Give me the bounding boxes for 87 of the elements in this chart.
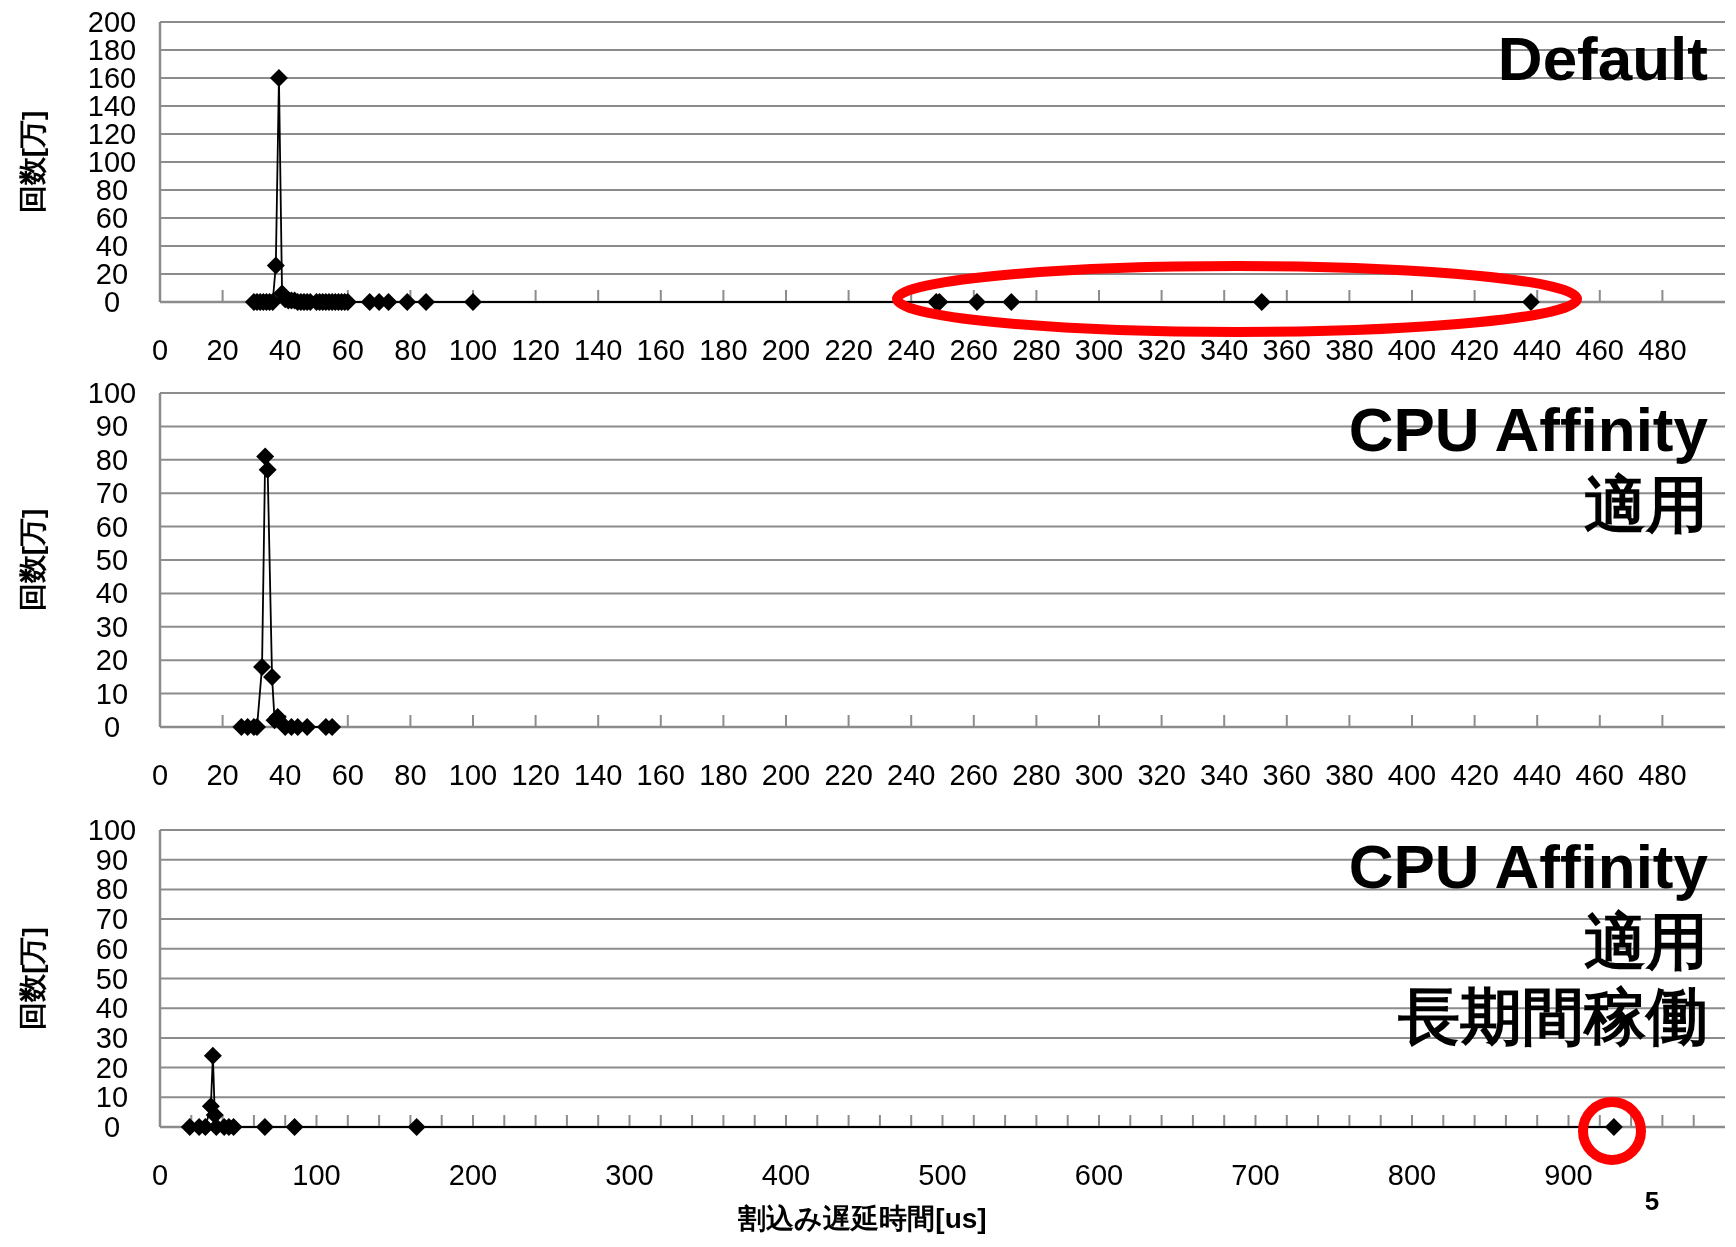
y-tick-label: 50: [95, 544, 129, 576]
x-tick-label: 180: [699, 334, 748, 366]
x-tick-label: 120: [511, 759, 560, 791]
y-tick-label: 0: [103, 711, 121, 743]
y-tick-label: 60: [95, 510, 129, 543]
y-tick-label: 100: [87, 814, 137, 846]
x-tick-label: 300: [1074, 759, 1124, 791]
y-tick-label: 20: [95, 644, 129, 677]
x-tick-label: 220: [824, 759, 873, 791]
x-tick-label: 200: [761, 334, 811, 366]
x-tick-label: 400: [1387, 334, 1437, 366]
x-tick-label: 120: [511, 334, 560, 366]
y-tick-label: 80: [95, 873, 129, 906]
x-tick-label: 40: [269, 334, 302, 366]
x-tick-label: 600: [1074, 1159, 1124, 1191]
y-tick-label: 10: [95, 1081, 129, 1114]
y-axis-title: 回数[万]: [17, 110, 48, 214]
y-tick-label: 50: [95, 962, 129, 995]
x-tick-label: 480: [1638, 759, 1687, 791]
x-tick-label: 700: [1231, 1159, 1280, 1191]
x-tick-label: 160: [636, 759, 685, 791]
title: Default: [1497, 24, 1708, 93]
x-tick-label: 100: [448, 334, 498, 366]
x-tick-label: 340: [1200, 759, 1249, 791]
x-tick-label: 60: [331, 759, 364, 791]
x-tick-label: 240: [887, 334, 936, 366]
x-tick-label: 440: [1513, 334, 1562, 366]
x-tick-label: 260: [949, 334, 998, 366]
y-tick-label: 80: [95, 443, 129, 476]
x-tick-label: 20: [206, 759, 239, 791]
annotation: 長期間稼働: [1397, 982, 1708, 1051]
y-tick-label: 70: [95, 477, 129, 510]
text: 5: [1644, 1186, 1660, 1216]
y-tick-label: 90: [95, 843, 129, 876]
x-tick-label: 380: [1325, 759, 1374, 791]
x-tick-label: 100: [448, 759, 498, 791]
x-tick-label: 60: [331, 334, 364, 366]
title: CPU Affinity 適用: [1348, 832, 1708, 976]
y-tick-label: 20: [95, 1051, 129, 1084]
x-tick-label: 440: [1513, 759, 1562, 791]
x-tick-label: 80: [394, 759, 427, 791]
x-tick-label: 300: [1074, 334, 1124, 366]
x-tick-label: 360: [1262, 334, 1311, 366]
x-tick-label: 160: [636, 334, 685, 366]
x-tick-label: 400: [761, 1159, 811, 1191]
title: CPU Affinity 適用: [1348, 395, 1708, 539]
x-tick-label: 200: [761, 759, 811, 791]
x-tick-label: 200: [448, 1159, 498, 1191]
y-tick-label: 30: [95, 610, 129, 643]
y-axis-title: 回数[万]: [17, 927, 48, 1030]
x-tick-label: 420: [1450, 759, 1499, 791]
x-tick-label: 420: [1450, 334, 1499, 366]
x-tick-label: 20: [206, 334, 239, 366]
y-tick-label: 10: [95, 677, 129, 710]
x-tick-label: 500: [918, 1159, 967, 1191]
x-tick-label: 280: [1012, 334, 1061, 366]
x-tick-label: 320: [1137, 334, 1186, 366]
x-tick-label: 400: [1387, 759, 1437, 791]
x-tick-label: 380: [1325, 334, 1374, 366]
x-tick-label: 140: [574, 334, 623, 366]
x-tick-label: 140: [574, 759, 623, 791]
x-tick-label: 0: [151, 334, 169, 366]
y-tick-label: 90: [95, 410, 129, 443]
x-tick-label: 100: [292, 1159, 341, 1191]
y-tick-label: 40: [95, 577, 129, 610]
x-tick-label: 800: [1387, 1159, 1437, 1191]
x-tick-label: 0: [151, 1159, 169, 1191]
x-tick-label: 340: [1200, 334, 1249, 366]
x-tick-label: 460: [1575, 334, 1624, 366]
y-axis-title: 回数[万]: [17, 508, 48, 612]
x-tick-label: 0: [151, 759, 169, 791]
x-tick-label: 300: [605, 1159, 654, 1191]
x-tick-label: 80: [394, 334, 427, 366]
x-tick-label: 180: [699, 759, 748, 791]
x-tick-label: 320: [1137, 759, 1186, 791]
x-tick-label: 480: [1638, 334, 1687, 366]
x-tick-label: 360: [1262, 759, 1311, 791]
x-tick-label: 460: [1575, 759, 1624, 791]
x-tick-label: 260: [949, 759, 998, 791]
x-tick-label: 40: [269, 759, 302, 791]
x-tick-label: 220: [824, 334, 873, 366]
y-tick-label: 100: [87, 377, 137, 409]
x-tick-label: 280: [1012, 759, 1061, 791]
y-tick-label: 0: [103, 1111, 121, 1143]
x-tick-label: 240: [887, 759, 936, 791]
x-axis-title: 割込み遅延時間[us]: [737, 1203, 987, 1234]
x-tick-label: 900: [1544, 1159, 1593, 1191]
